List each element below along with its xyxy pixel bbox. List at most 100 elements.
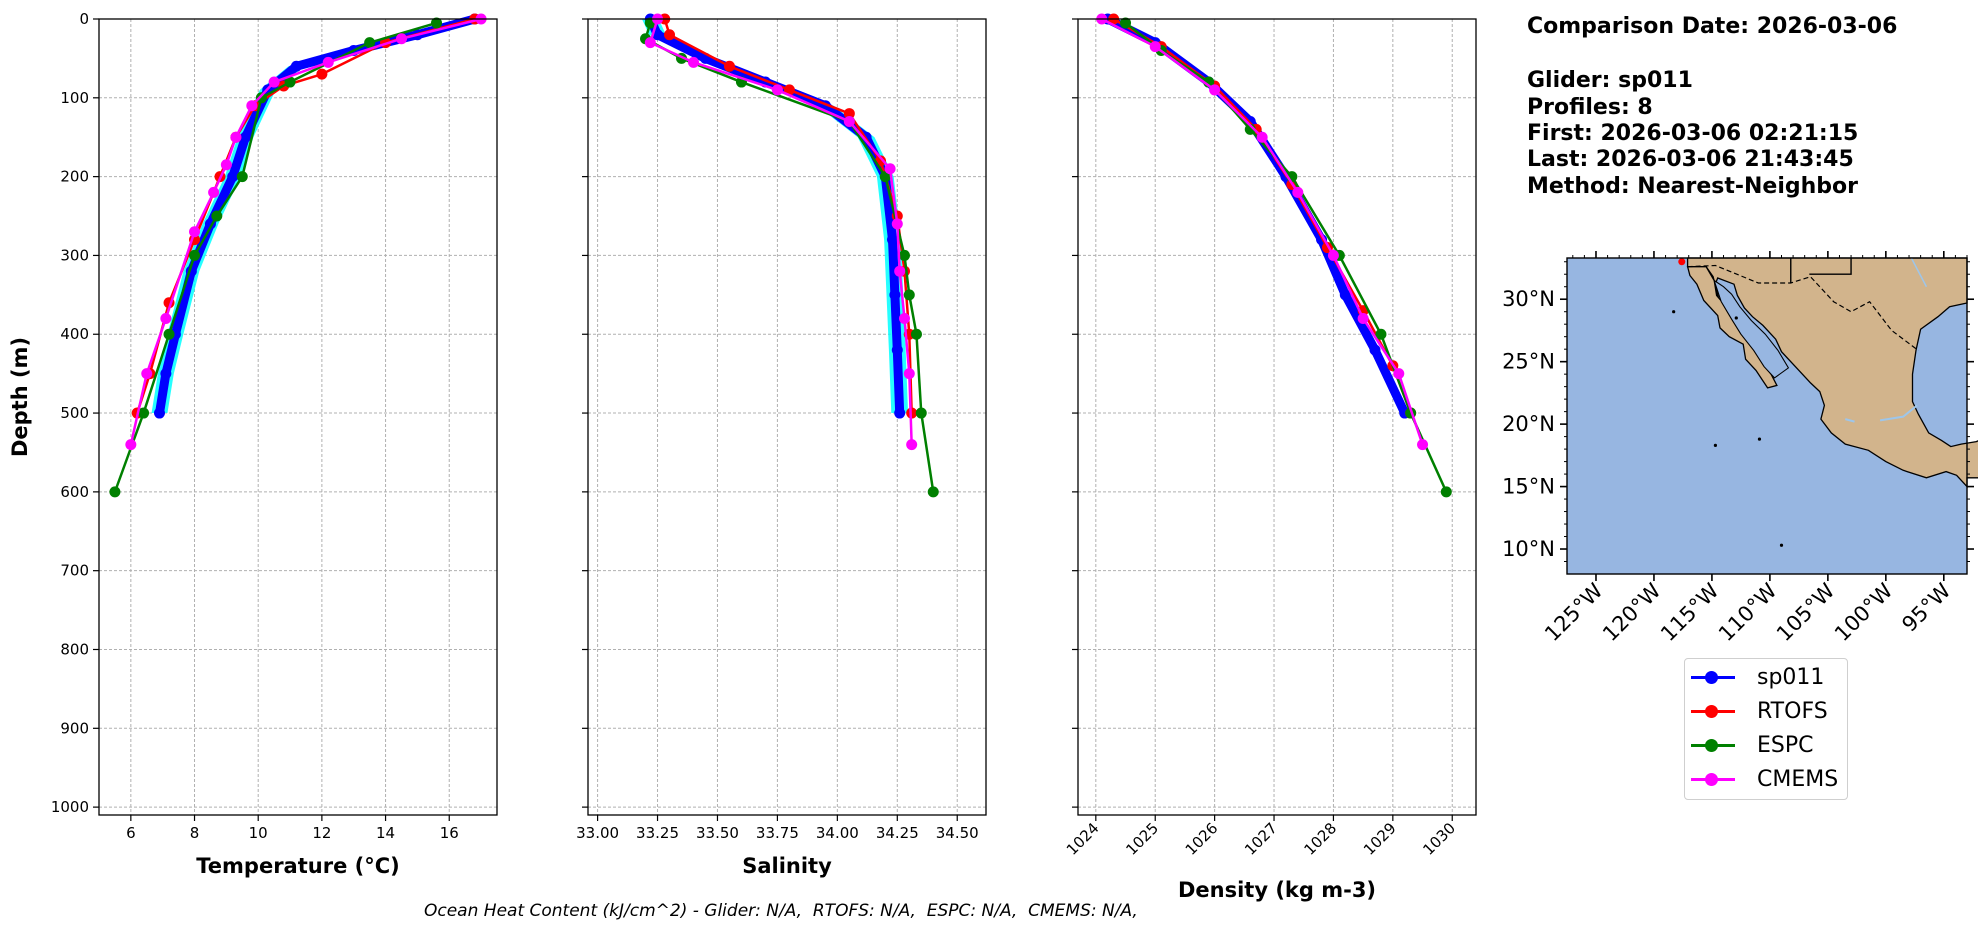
data-point-espc xyxy=(431,17,443,29)
data-point-espc xyxy=(915,407,927,419)
x-tick-label: 33.00 xyxy=(576,824,619,842)
data-point-cmems xyxy=(1327,249,1339,261)
map-gulf-of-california xyxy=(1713,279,1790,379)
data-point-espc xyxy=(284,76,296,88)
x-tick-label: 34.50 xyxy=(936,824,979,842)
map-lat-label: 20°N xyxy=(1502,412,1555,436)
data-point-cmems xyxy=(220,159,232,171)
map-river xyxy=(1879,404,1918,422)
data-point-espc xyxy=(903,289,915,301)
y-tick-label: 900 xyxy=(60,719,89,737)
y-tick-label: 700 xyxy=(60,562,89,580)
map-lat-label: 25°N xyxy=(1502,350,1555,374)
data-point-espc xyxy=(211,210,223,222)
y-tick-label: 500 xyxy=(60,404,89,422)
data-point-cmems xyxy=(906,439,918,451)
x-tick-label: 12 xyxy=(312,824,331,842)
map-lon-label: 105°W xyxy=(1772,578,1840,646)
x-tick-label: 14 xyxy=(376,824,395,842)
series-line-sp011 xyxy=(154,14,480,418)
data-point-cmems xyxy=(322,56,334,68)
y-tick-label: 0 xyxy=(79,10,89,28)
data-point-cmems xyxy=(687,56,699,68)
map-island xyxy=(1779,543,1784,547)
legend-label-sp011: sp011 xyxy=(1757,665,1825,690)
data-point-cmems xyxy=(903,368,915,380)
data-point-cmems xyxy=(1209,84,1221,96)
x-axis-label: Salinity xyxy=(742,854,832,878)
data-point-cmems xyxy=(268,76,280,88)
data-point-cmems xyxy=(395,33,407,45)
data-point-cmems xyxy=(141,368,153,380)
x-tick-label: 8 xyxy=(190,824,200,842)
map-lon-label: 110°W xyxy=(1714,578,1782,646)
data-point-cmems xyxy=(1357,312,1369,324)
data-point-sp011 xyxy=(889,289,901,301)
plot-frame xyxy=(587,18,987,816)
data-point-cmems xyxy=(208,186,220,198)
data-point-espc xyxy=(879,171,891,183)
legend-item-cmems: CMEMS xyxy=(1685,765,1847,795)
data-point-cmems xyxy=(1417,439,1429,451)
y-tick-label: 200 xyxy=(60,168,89,186)
data-point-cmems xyxy=(160,312,172,324)
data-point-cmems xyxy=(230,131,242,143)
comparison-date: Comparison Date: 2026-03-06 xyxy=(1527,14,1898,39)
legend-marker-espc xyxy=(1705,739,1718,752)
map-island xyxy=(1757,437,1762,441)
data-point-rtofs xyxy=(664,29,676,41)
ohc-footer: Ocean Heat Content (kJ/cm^2) - Glider: N… xyxy=(424,901,1138,921)
profile-count: Profiles: 8 xyxy=(1527,95,1653,120)
data-point-espc xyxy=(1120,17,1132,29)
data-point-cmems xyxy=(891,218,903,230)
legend-marker-cmems xyxy=(1705,773,1718,786)
x-tick-label: 33.25 xyxy=(636,824,679,842)
map-lat-label: 15°N xyxy=(1502,475,1555,499)
x-axis-label: Density (kg m-3) xyxy=(1178,878,1376,902)
plot-frame xyxy=(1077,18,1477,816)
map-lon-label: 95°W xyxy=(1897,578,1955,636)
y-tick-label: 600 xyxy=(60,483,89,501)
data-point-sp011 xyxy=(160,368,172,380)
legend-label-cmems: CMEMS xyxy=(1757,767,1839,792)
method: Method: Nearest-Neighbor xyxy=(1527,174,1858,199)
map-lon-label: 100°W xyxy=(1830,578,1898,646)
data-point-cmems xyxy=(644,37,656,49)
y-tick-label: 1000 xyxy=(51,798,89,816)
series-line-cmems xyxy=(129,17,483,446)
data-point-rtofs xyxy=(723,60,735,72)
data-point-sp011 xyxy=(1339,289,1351,301)
legend-label-rtofs: RTOFS xyxy=(1757,699,1828,724)
data-point-cmems xyxy=(771,84,783,96)
data-point-cmems xyxy=(1256,131,1268,143)
y-tick-label: 400 xyxy=(60,325,89,343)
first-time: First: 2026-03-06 02:21:15 xyxy=(1527,121,1859,146)
data-point-espc xyxy=(138,407,150,419)
legend-label-espc: ESPC xyxy=(1757,733,1814,758)
data-point-espc xyxy=(163,328,175,340)
map-island xyxy=(1672,310,1676,314)
data-point-sp011 xyxy=(886,234,898,246)
data-point-rtofs xyxy=(843,108,855,120)
data-point-sp011 xyxy=(891,344,903,356)
last-time: Last: 2026-03-06 21:43:45 xyxy=(1527,147,1854,172)
map-state-line xyxy=(1809,258,1852,275)
x-tick-label: 16 xyxy=(440,824,459,842)
data-point-sp011 xyxy=(239,131,251,143)
data-point-espc xyxy=(109,486,121,498)
data-point-sp011 xyxy=(1369,344,1381,356)
chart-panel-1: 0 100 200 300 400 500 600 700 800 900 1000 6 8 10 12 14… xyxy=(8,10,498,878)
map-island xyxy=(1713,443,1718,447)
y-tick-label: 100 xyxy=(60,89,89,107)
x-tick-label: 10 xyxy=(249,824,268,842)
series-line-rtofs xyxy=(663,17,913,415)
data-point-cmems xyxy=(894,265,906,277)
x-tick-label: 34.25 xyxy=(876,824,919,842)
data-point-cmems xyxy=(1292,186,1304,198)
x-tick-label: 33.50 xyxy=(696,824,739,842)
x-tick-label: 33.75 xyxy=(756,824,799,842)
map-group: 10°N 15°N 20°N 25°N 30°N 125°W120°W115°W110°W… xyxy=(1502,251,1978,646)
data-point-cmems xyxy=(898,312,910,324)
